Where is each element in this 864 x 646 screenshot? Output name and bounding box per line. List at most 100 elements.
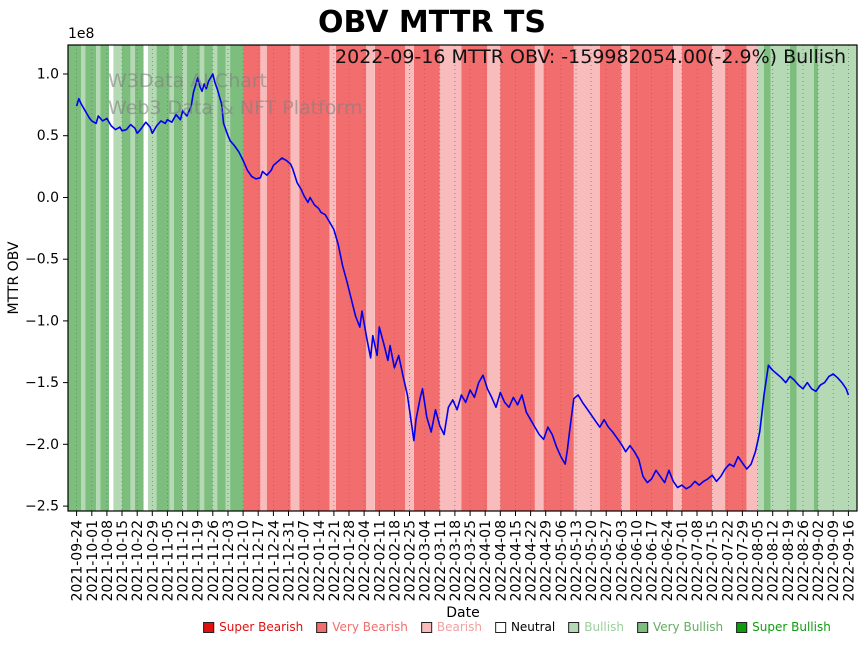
band-bearish: [534, 45, 544, 511]
x-tick-label: 2021-10-15: [115, 520, 131, 601]
band-neutral: [109, 45, 114, 511]
legend-item-very_bearish: Very Bearish: [316, 620, 408, 634]
y-tick-label: 1.0: [37, 67, 59, 83]
x-tick-label: 2022-07-22: [720, 520, 736, 601]
x-tick-label: 2022-05-06: [554, 520, 570, 601]
x-tick-label: 2022-08-12: [766, 520, 782, 601]
y-tick-label: −0.5: [25, 252, 59, 268]
x-tick-label: 2022-02-04: [357, 520, 373, 601]
legend-label: Super Bullish: [752, 620, 831, 634]
x-tick-label: 2021-11-12: [176, 520, 192, 601]
band-very_bearish: [413, 45, 440, 511]
band-very_bullish: [764, 45, 771, 511]
band-bullish: [113, 45, 122, 511]
legend-item-super_bearish: Super Bearish: [203, 620, 303, 634]
chart-title: OBV MTTR TS: [318, 5, 546, 40]
band-very_bullish: [186, 45, 200, 511]
x-tick-label: 2021-12-10: [236, 520, 252, 601]
legend-swatch-very_bullish: [636, 621, 648, 633]
band-bearish: [487, 45, 501, 511]
sentiment-bands: [68, 45, 857, 511]
x-tick-label: 2022-03-11: [433, 520, 449, 601]
legend-label: Bearish: [436, 620, 482, 634]
x-axis: 2021-09-24 2021-10-01 2021-10-08 2021-10-15…: [70, 511, 857, 601]
y-tick-label: 0.5: [37, 128, 59, 144]
band-very_bearish: [461, 45, 488, 511]
x-tick-label: 2022-05-27: [599, 520, 615, 601]
band-bullish: [796, 45, 814, 511]
band-very_bearish: [543, 45, 574, 511]
band-very_bullish: [173, 45, 183, 511]
band-very_bearish: [336, 45, 367, 511]
legend-label: Very Bullish: [652, 620, 724, 634]
y-offset-label: 1e8: [68, 26, 94, 42]
band-bearish: [260, 45, 267, 511]
x-tick-label: 2022-03-04: [418, 520, 434, 601]
band-very_bullish: [100, 45, 109, 511]
legend-swatch-super_bullish: [736, 621, 748, 633]
band-very_bullish: [156, 45, 170, 511]
band-very_bullish: [122, 45, 131, 511]
x-tick-label: 2021-11-05: [160, 520, 176, 601]
band-bullish: [818, 45, 857, 511]
legend-swatch-bearish: [420, 621, 432, 633]
band-very_bearish: [299, 45, 330, 511]
x-tick-label: 2022-07-29: [735, 520, 751, 601]
band-bearish: [290, 45, 300, 511]
x-tick-label: 2021-10-01: [85, 520, 101, 601]
band-very_bearish: [599, 45, 622, 511]
x-tick-label: 2022-04-22: [524, 520, 540, 601]
band-neutral: [143, 45, 148, 511]
x-tick-label: 2021-12-03: [221, 520, 237, 601]
band-very_bullish: [85, 45, 97, 511]
x-tick-label: 2021-10-22: [130, 520, 146, 601]
legend-swatch-neutral: [494, 621, 506, 633]
band-very_bullish: [813, 45, 819, 511]
x-tick-label: 2022-06-10: [630, 520, 646, 601]
x-tick-label: 2022-04-01: [478, 520, 494, 601]
band-bearish: [366, 45, 375, 511]
plot-area: 1.0 0.5 0.0 −0.5 −1.0 −1.5 −2.0 −2.5 1e8 2021-09-…: [6, 26, 858, 621]
x-tick-label: 2022-09-09: [826, 520, 842, 601]
band-bullish: [96, 45, 101, 511]
x-tick-label: 2022-01-28: [342, 520, 358, 601]
band-very_bearish: [243, 45, 261, 511]
legend-swatch-very_bearish: [316, 621, 328, 633]
band-bullish: [212, 45, 218, 511]
x-tick-label: 2022-04-29: [539, 520, 555, 601]
legend-item-neutral: Neutral: [494, 620, 555, 634]
band-very_bullish: [230, 45, 244, 511]
x-tick-label: 2022-06-24: [660, 520, 676, 601]
x-tick-label: 2021-12-17: [251, 520, 267, 601]
band-bullish: [182, 45, 187, 511]
x-tick-label: 2022-08-05: [751, 520, 767, 601]
legend-label: Super Bearish: [219, 620, 304, 634]
y-axis-label: MTTR OBV: [6, 241, 22, 314]
y-tick-label: −1.0: [25, 313, 59, 329]
legend-swatch-super_bearish: [203, 621, 215, 633]
band-bearish: [673, 45, 682, 511]
band-very_bullish: [135, 45, 144, 511]
x-tick-label: 2022-08-26: [796, 520, 812, 601]
band-bullish: [81, 45, 86, 511]
legend: Super Bearish Very Bearish Bearish Neutral B…: [203, 620, 831, 634]
band-very_bullish: [217, 45, 226, 511]
latest-value-annotation: 2022-09-16 MTTR OBV: -159982054.00(-2.9%…: [335, 46, 846, 68]
band-bearish: [712, 45, 726, 511]
legend-swatch-bullish: [568, 621, 580, 633]
x-tick-label: 2022-05-20: [584, 520, 600, 601]
x-tick-label: 2022-05-13: [569, 520, 585, 601]
y-tick-label: 0.0: [37, 190, 59, 206]
x-tick-label: 2022-02-18: [387, 520, 403, 601]
band-bearish: [329, 45, 337, 511]
band-bearish: [621, 45, 630, 511]
legend-item-very_bullish: Very Bullish: [636, 620, 724, 634]
x-tick-label: 2022-01-14: [312, 520, 328, 601]
x-tick-label: 2022-04-08: [493, 520, 509, 601]
legend-label: Bullish: [584, 620, 624, 634]
x-tick-label: 2022-09-16: [841, 520, 857, 601]
x-tick-label: 2021-10-29: [145, 520, 161, 601]
x-tick-label: 2022-01-21: [327, 520, 343, 601]
legend-item-bearish: Bearish: [420, 620, 482, 634]
x-axis-label: Date: [446, 605, 479, 621]
